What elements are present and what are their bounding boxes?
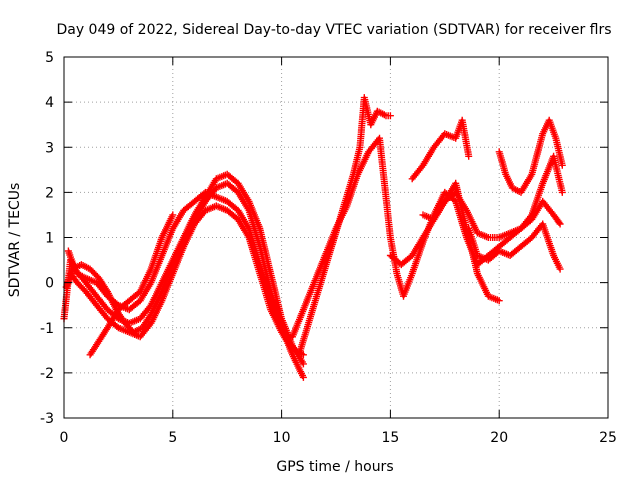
axis-ticks: 0 5 10 15 20 25 -3 -2 -1 0 1 2 3 4 5: [40, 50, 617, 446]
series-markers: [295, 94, 394, 359]
y-tick-label: 0: [45, 276, 54, 292]
x-tick-label: 10: [273, 430, 291, 446]
series-markers: [67, 202, 296, 354]
y-tick-label: 5: [45, 50, 54, 66]
series-markers: [86, 211, 177, 359]
series-trace-3: [64, 170, 307, 368]
series-trace-10: [495, 116, 566, 196]
x-tick-label: 20: [490, 430, 508, 446]
series-trace-2: [62, 179, 307, 381]
y-tick-label: 1: [45, 231, 54, 247]
series-trace-12: [419, 152, 566, 241]
y-tick-label: 2: [45, 185, 54, 201]
x-axis-label: GPS time / hours: [276, 459, 393, 475]
series-trace-4: [86, 211, 177, 359]
series-markers: [465, 220, 564, 273]
y-tick-label: 4: [45, 95, 54, 111]
series-markers: [64, 170, 307, 368]
y-tick-label: -3: [40, 411, 54, 427]
x-tick-label: 25: [599, 430, 617, 446]
series-markers: [495, 116, 566, 196]
series-markers: [408, 116, 473, 183]
x-tick-label: 0: [60, 430, 69, 446]
x-tick-label: 5: [168, 430, 177, 446]
y-tick-label: -2: [40, 366, 54, 382]
data-series: [60, 94, 566, 381]
y-axis-label: SDTVAR / TECUs: [7, 183, 23, 298]
series-markers: [419, 152, 566, 241]
series-trace-7: [295, 94, 394, 359]
x-tick-label: 15: [381, 430, 399, 446]
series-trace-5: [67, 202, 296, 354]
y-tick-label: 3: [45, 140, 54, 156]
chart-title: Day 049 of 2022, Sidereal Day-to-day VTE…: [56, 22, 611, 38]
y-tick-label: -1: [40, 321, 54, 337]
series-trace-11: [465, 220, 564, 273]
series-trace-9: [408, 116, 473, 183]
series-markers: [62, 179, 307, 381]
